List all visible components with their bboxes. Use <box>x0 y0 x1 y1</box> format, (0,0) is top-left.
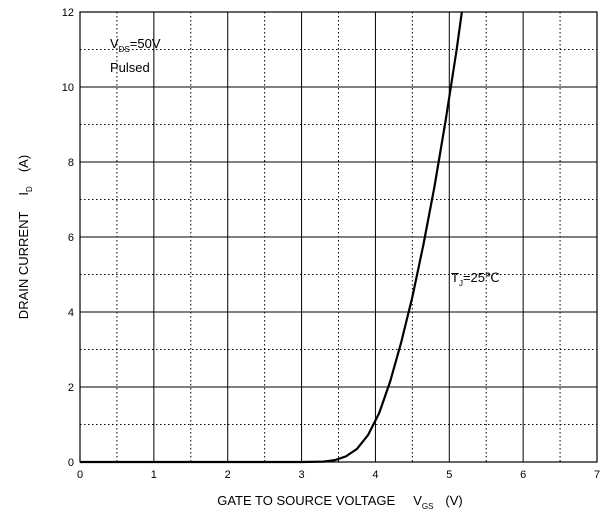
x-axis-unit: (V) <box>445 493 462 508</box>
y-axis-unit: (A) <box>16 155 31 172</box>
vds-value: =50V <box>130 36 161 51</box>
vds-symbol: V <box>110 36 119 51</box>
y-tick-labels: 0 2 4 6 8 10 12 <box>62 7 74 469</box>
y-tick-label: 0 <box>68 457 74 469</box>
y-tick-label: 4 <box>68 307 74 319</box>
x-axis-subscript: GS <box>422 502 434 511</box>
pulsed-annotation: Pulsed <box>110 60 150 75</box>
y-tick-label: 12 <box>62 7 74 19</box>
x-tick-label: 7 <box>594 469 600 481</box>
y-tick-label: 8 <box>68 157 74 169</box>
tj-symbol: T <box>451 270 459 285</box>
y-axis-symbol: I <box>16 192 31 196</box>
x-axis-title: GATE TO SOURCE VOLTAGE VGS (V) <box>217 493 463 511</box>
y-axis-title: DRAIN CURRENT ID (A) <box>16 155 34 319</box>
temperature-annotation: TJ=25℃ <box>451 270 500 288</box>
x-tick-label: 2 <box>225 469 231 481</box>
y-tick-label: 6 <box>68 232 74 244</box>
y-axis-title-main: DRAIN CURRENT <box>16 212 31 320</box>
x-axis-title-main: GATE TO SOURCE VOLTAGE <box>217 493 395 508</box>
major-gridlines <box>80 12 597 462</box>
conditions-annotation: VDS=50V <box>110 36 161 54</box>
y-tick-label: 2 <box>68 382 74 394</box>
plot-frame <box>79 11 598 463</box>
x-tick-label: 5 <box>446 469 452 481</box>
y-axis-subscript: D <box>25 186 34 192</box>
tj-subscript: J <box>459 279 463 288</box>
tj-value: =25℃ <box>463 270 500 285</box>
vds-subscript: DS <box>119 45 130 54</box>
x-tick-label: 6 <box>520 469 526 481</box>
x-tick-label: 4 <box>372 469 378 481</box>
series-line <box>80 11 463 464</box>
x-axis-symbol: V <box>413 493 422 508</box>
x-tick-label: 1 <box>151 469 157 481</box>
x-tick-label: 0 <box>77 469 83 481</box>
x-tick-labels: 0 1 2 3 4 5 6 7 <box>77 469 600 481</box>
y-tick-label: 10 <box>62 82 74 94</box>
x-tick-label: 3 <box>299 469 305 481</box>
